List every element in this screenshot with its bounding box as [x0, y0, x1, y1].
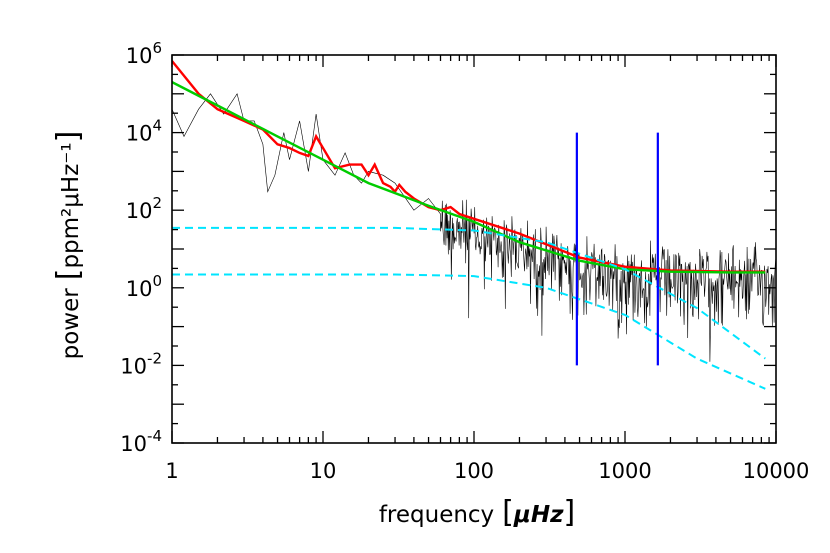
- ticks-layer: [171, 54, 777, 444]
- x-tick-label: 1: [165, 459, 178, 483]
- background-component-line: [172, 226, 766, 360]
- binned-spectrum-line: [172, 60, 766, 273]
- y-axis-title: power[ppm²μHz⁻¹]: [51, 131, 86, 360]
- series-layer: [172, 60, 776, 390]
- y-tick-label: 10-2: [120, 349, 162, 378]
- x-axis-title: frequency [μHz]: [379, 495, 575, 530]
- labels-layer: 1 10 100 1000 10000 10-4 10-2 100 102 104 106: [120, 39, 809, 483]
- background-component-line: [172, 273, 766, 390]
- x-tick-label: 10000: [743, 459, 810, 483]
- x-tick-label: 1000: [598, 459, 651, 483]
- y-tick-label: 100: [126, 272, 162, 301]
- y-tick-label: 10-4: [120, 427, 162, 456]
- y-tick-label: 102: [126, 194, 162, 223]
- plot-frame: [171, 54, 777, 444]
- power-spectrum-line: [172, 93, 776, 362]
- y-tick-label: 106: [126, 39, 162, 68]
- y-tick-label: 104: [126, 117, 162, 146]
- x-tick-label: 10: [310, 459, 337, 483]
- background-fit-line: [172, 81, 766, 274]
- x-tick-label: 100: [454, 459, 494, 483]
